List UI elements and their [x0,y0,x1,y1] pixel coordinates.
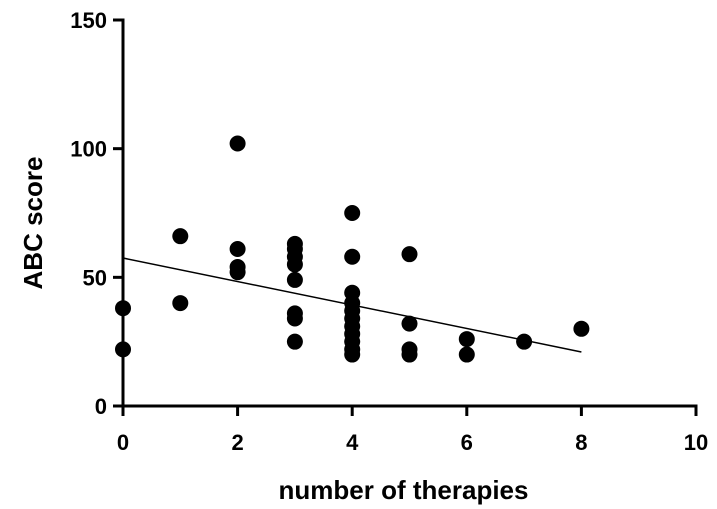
x-tick-label-6: 6 [461,430,473,455]
data-point-27 [401,246,418,263]
y-tick-label-150: 150 [70,8,107,33]
data-point-7 [229,264,246,281]
data-point-17 [344,248,361,265]
x-tick-label-8: 8 [575,430,587,455]
data-point-31 [458,331,475,348]
data-point-32 [458,346,475,363]
x-tick-label-4: 4 [346,430,359,455]
y-tick-label-100: 100 [70,137,107,162]
x-tick-label-10: 10 [684,430,708,455]
y-tick-label-50: 50 [83,265,107,290]
x-tick-label-0: 0 [117,430,129,455]
data-point-4 [229,135,246,152]
data-point-1 [115,341,131,358]
data-point-26 [344,346,361,363]
data-point-33 [516,333,533,350]
data-point-11 [286,256,303,273]
data-point-14 [286,310,303,327]
data-point-16 [344,205,361,221]
y-tick-label-0: 0 [95,394,107,419]
data-point-2 [172,228,189,245]
x-tick-label-2: 2 [231,430,243,455]
data-point-12 [286,271,303,288]
data-point-3 [172,295,189,312]
y-axis-title: ABC score [18,157,48,290]
data-point-30 [401,346,418,363]
data-point-5 [229,241,246,258]
data-point-28 [401,315,418,332]
data-point-34 [573,320,590,337]
data-point-0 [115,300,131,317]
x-axis-title: number of therapies [279,475,529,505]
data-point-15 [286,333,303,350]
